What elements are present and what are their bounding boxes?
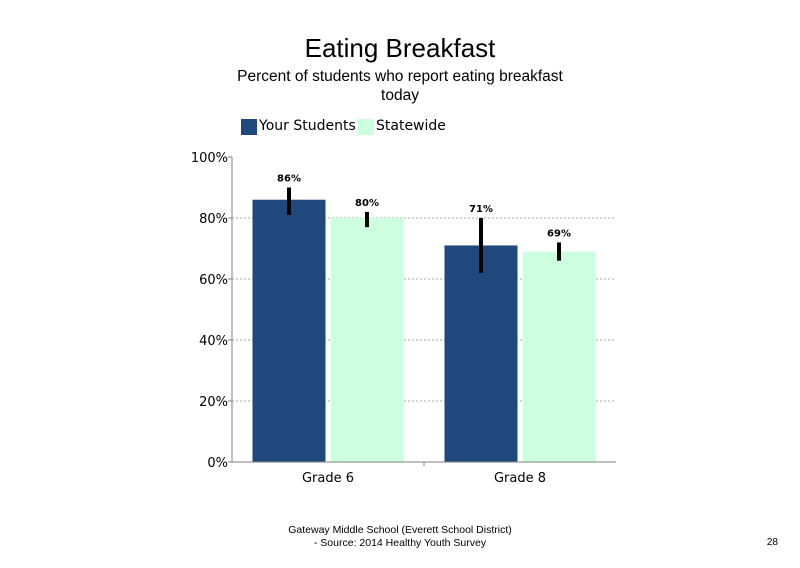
- bar: [444, 245, 518, 462]
- y-tick-label: 0%: [207, 456, 228, 471]
- x-tick-label: Grade 6: [302, 471, 354, 486]
- y-tick-label: 60%: [199, 273, 228, 288]
- page-number: 28: [766, 537, 778, 548]
- footer-line-1: Gateway Middle School (Everett School Di…: [288, 524, 512, 536]
- legend-label-your-students: Your Students: [259, 118, 356, 134]
- y-tick-label: 80%: [199, 212, 228, 227]
- legend-swatch-your-students: [241, 119, 257, 135]
- data-label: 80%: [355, 198, 379, 209]
- bar: [330, 218, 404, 462]
- legend-label-statewide: Statewide: [376, 118, 446, 134]
- x-tick-label: Grade 8: [494, 471, 546, 486]
- bar: [522, 251, 596, 462]
- chart-subtitle: Percent of students who report eating br…: [237, 68, 563, 104]
- legend-swatch-statewide: [358, 119, 374, 135]
- y-tick-label: 20%: [199, 395, 228, 410]
- footer-line-2: - Source: 2014 Healthy Youth Survey: [313, 537, 487, 549]
- data-label: 69%: [547, 228, 571, 239]
- footer-source: Gateway Middle School (Everett School Di…: [250, 524, 550, 550]
- data-label: 86%: [277, 174, 301, 185]
- bar: [252, 199, 326, 462]
- y-tick-label: 100%: [191, 151, 228, 166]
- data-label: 71%: [469, 204, 493, 215]
- chart-title: Eating Breakfast: [304, 33, 496, 63]
- y-tick-label: 40%: [199, 334, 228, 349]
